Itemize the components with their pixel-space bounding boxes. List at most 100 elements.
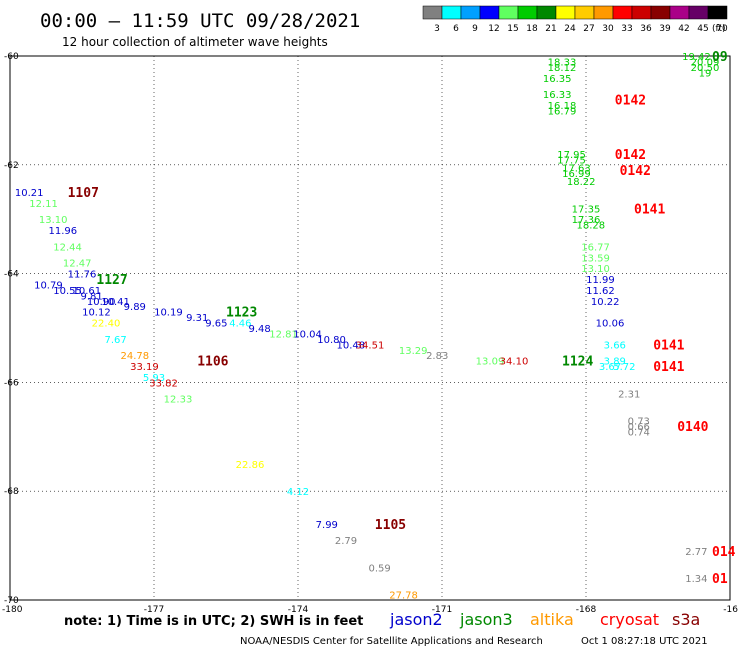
pass-time-label: 0140 xyxy=(677,420,708,435)
wave-height-value: 10.19 xyxy=(154,308,183,319)
pass-time-label: 0141 xyxy=(634,202,665,217)
wave-height-value: 2.79 xyxy=(335,536,357,547)
wave-height-value: 18.12 xyxy=(548,63,577,74)
legend-label: 70 xyxy=(716,24,728,34)
wave-height-value: 13.10 xyxy=(39,215,68,226)
wave-height-value: 9.48 xyxy=(248,324,270,335)
wave-height-value: 17.75 xyxy=(557,155,586,166)
satellite-label: jason3 xyxy=(459,610,513,629)
wave-height-value: 33.19 xyxy=(130,362,159,373)
wave-height-value: 2.31 xyxy=(618,389,640,400)
y-tick-label: -64 xyxy=(4,270,19,280)
wave-height-value: 13.59 xyxy=(581,253,610,264)
wave-height-value: 34.51 xyxy=(356,340,385,351)
legend-label: 21 xyxy=(545,24,556,34)
legend-swatch xyxy=(555,5,576,20)
x-tick-label: -180 xyxy=(2,605,23,615)
wave-height-value: 12.44 xyxy=(53,242,82,253)
wave-height-value: 0.73 xyxy=(628,416,650,427)
wave-height-value: 13.09 xyxy=(476,357,505,368)
wave-height-value: 11.96 xyxy=(48,226,77,237)
pass-time-label: 0142 xyxy=(615,148,646,163)
legend-swatch xyxy=(498,5,519,20)
wave-height-value: 4.12 xyxy=(287,487,309,498)
legend-swatch xyxy=(460,5,481,20)
wave-height-value: 9.81 xyxy=(80,291,102,302)
wave-height-value: 3.89 xyxy=(604,357,626,368)
legend-swatch xyxy=(441,5,462,20)
pass-time-label: 0142 xyxy=(620,164,651,179)
wave-height-value: 17.95 xyxy=(557,150,586,161)
legend-label: 42 xyxy=(678,24,689,34)
legend-label: 33 xyxy=(621,24,632,34)
wave-height-value: 0.66 xyxy=(628,422,650,433)
wave-height-value: 34.10 xyxy=(500,357,529,368)
pass-time-label: 1105 xyxy=(375,518,406,533)
wave-height-value: 10.61 xyxy=(72,286,101,297)
legend-swatch xyxy=(650,5,671,20)
wave-height-value: 2.83 xyxy=(426,351,448,362)
wave-height-points: 10.2112.1113.1011.9612.4412.4711.7610.79… xyxy=(15,52,719,602)
wave-height-value: 18.22 xyxy=(567,177,596,188)
wave-height-value: 10.41 xyxy=(101,297,130,308)
chart-title: 00:00 – 11:59 UTC 09/28/2021 xyxy=(40,10,360,32)
pass-time-label: 09 xyxy=(712,50,728,65)
wave-height-value: 16.33 xyxy=(543,90,572,101)
legend-swatch xyxy=(574,5,595,20)
legend-label: 39 xyxy=(659,24,671,34)
wave-height-value: 17.35 xyxy=(572,204,601,215)
wave-height-value: 9.31 xyxy=(186,313,208,324)
wave-height-value: 22.86 xyxy=(236,460,265,471)
color-legend: 3 6 9 12 15 18 21 24 27 30 33 36 39 42 45 70 xyxy=(422,5,728,34)
wave-height-value: 19.42 xyxy=(682,52,711,63)
legend-label: 24 xyxy=(564,24,576,34)
legend-label: 3 xyxy=(434,24,440,34)
wave-height-value: 17.63 xyxy=(562,164,591,175)
grid-lines xyxy=(10,56,730,600)
x-tick-label: -174 xyxy=(288,605,309,615)
legend-unit: (ft) xyxy=(712,24,726,34)
pass-time-labels: 1107112711231106110511240142014201420141… xyxy=(68,50,736,587)
wave-height-value: 20.50 xyxy=(691,63,720,74)
legend-label: 12 xyxy=(488,24,499,34)
pass-time-label: 1124 xyxy=(562,355,593,370)
wave-height-value: 3.67 xyxy=(599,362,621,373)
pass-time-label: 0141 xyxy=(653,338,684,353)
legend-swatch xyxy=(593,5,614,20)
legend-swatch xyxy=(631,5,652,20)
wave-height-value: 10.55 xyxy=(53,286,82,297)
legend-swatch xyxy=(669,5,690,20)
plot-frame xyxy=(9,55,731,601)
wave-height-value: 24.78 xyxy=(120,351,149,362)
wave-height-value: 1.34 xyxy=(685,574,707,585)
legend-swatch xyxy=(612,5,633,20)
wave-height-value: 10.79 xyxy=(34,280,63,291)
wave-height-value: 13.29 xyxy=(399,346,428,357)
pass-time-label: 01 xyxy=(712,572,728,587)
wave-height-value: 7.99 xyxy=(316,520,338,531)
legend-swatch xyxy=(479,5,500,20)
pass-time-label: 1107 xyxy=(68,186,99,201)
y-tick-label: -60 xyxy=(4,52,19,62)
pass-time-label: 014 xyxy=(712,545,736,560)
wave-height-value: 19 xyxy=(699,68,712,79)
y-tick-label: -68 xyxy=(4,487,19,497)
wave-height-value: 16.35 xyxy=(543,74,572,85)
wave-height-value: 16.77 xyxy=(581,242,610,253)
wave-height-value: 27.78 xyxy=(389,591,418,602)
wave-height-value: 9.89 xyxy=(124,302,146,313)
wave-height-value: 10.22 xyxy=(591,297,620,308)
satellite-label: altika xyxy=(530,610,574,629)
legend-swatch xyxy=(536,5,557,20)
satellite-label: cryosat xyxy=(600,610,659,629)
legend-swatch xyxy=(517,5,538,20)
wave-height-value: 10.90 xyxy=(87,297,116,308)
legend-label: 27 xyxy=(583,24,594,34)
x-tick-labels: -180 -177 -174 -171 -168 -16 xyxy=(2,605,738,615)
wave-height-value: 9.65 xyxy=(205,319,227,330)
y-tick-labels: -60 -62 -64 -66 -68 -70 xyxy=(4,52,19,606)
pass-time-label: 0141 xyxy=(653,360,684,375)
wave-height-value: 11.62 xyxy=(586,286,615,297)
y-tick-label: -62 xyxy=(4,161,19,171)
